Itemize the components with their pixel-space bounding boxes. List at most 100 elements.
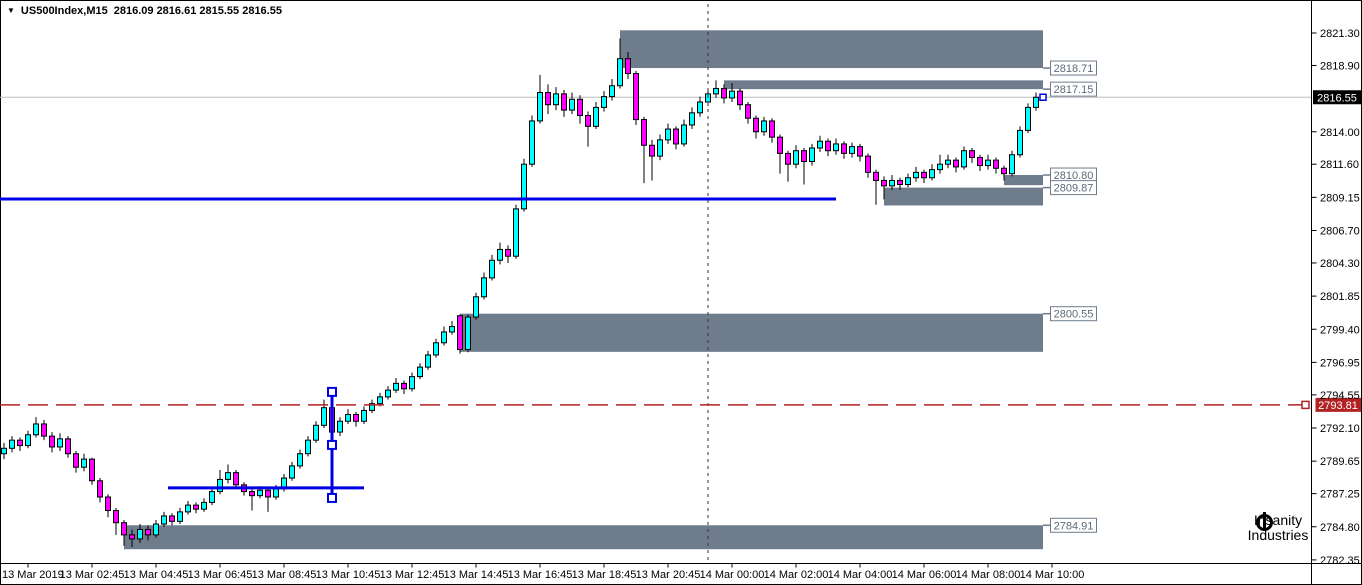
candle-body [1009,154,1015,175]
candle-body [809,147,815,163]
x-axis-label: 13 Mar 10:45 [316,569,381,581]
insanity-industries-logo-icon [1256,512,1273,531]
candle-body [145,528,151,536]
x-axis-label: 14 Mar 10:00 [1020,569,1085,581]
candle-body [489,259,495,279]
vertical-tool-anchor[interactable] [327,439,337,450]
y-axis-tick-label: 2811.60 [1320,159,1359,171]
x-axis-label: 13 Mar 06:45 [188,569,253,581]
candle-body [961,150,967,168]
candle-body [553,93,559,106]
vertical-tool-anchor[interactable] [327,492,337,503]
supply-demand-zone[interactable] [620,30,1043,69]
candle-body [905,177,911,186]
supply-demand-zone[interactable] [1004,175,1043,186]
candle-body [393,382,399,391]
zone-price-label-box[interactable] [1050,180,1097,196]
candle-body [641,119,647,146]
object-anchor[interactable] [1039,93,1047,102]
y-axis-tick-label: 2796.95 [1320,357,1360,369]
candle-body [129,534,135,540]
candle-body [273,488,279,498]
y-axis-tick-label: 2787.25 [1320,489,1360,501]
y-axis-tick-label: 2821.30 [1320,28,1360,40]
zone-price-label: 2784.91 [1054,520,1094,532]
candle-body [505,248,511,257]
candle-body [113,510,119,524]
candle-body [833,143,839,152]
candle-body [49,435,55,448]
candle-body [1025,106,1031,131]
candle-body [937,163,943,171]
y-axis-tick-label: 2782.35 [1320,555,1360,567]
candle-body [545,92,551,106]
candle-body [985,159,991,167]
zone-price-label-box[interactable] [1050,81,1097,97]
candle-body [137,528,143,540]
candle-body [785,152,791,165]
candle-body [993,159,999,169]
candle-body [745,104,751,119]
candle-body [761,120,767,133]
candle-body [193,504,199,510]
candle-body [201,501,207,510]
candle-body [585,115,591,127]
candle-body [769,120,775,138]
supply-demand-zone[interactable] [124,525,1043,550]
supply-demand-zone[interactable] [884,187,1043,206]
x-axis-label: 13 Mar 2019 [2,569,64,581]
zone-price-label: 2810.80 [1054,170,1094,182]
candle-body [497,248,503,261]
candle-body [601,96,607,108]
watermark-line2: Industries [1247,527,1309,543]
vertical-tool-anchor[interactable] [327,386,337,397]
candle-body [801,150,807,163]
candle-body [89,458,95,482]
candle-body [65,438,71,455]
candle-body [409,376,415,390]
candle-body [153,523,159,536]
y-axis-tick-label: 2814.00 [1320,127,1360,139]
x-axis-label: 13 Mar 02:45 [60,569,125,581]
zone-price-label-box[interactable] [1050,517,1097,533]
candle-body [713,87,719,95]
x-axis-label: 14 Mar 08:00 [956,569,1021,581]
candle-body [753,117,759,133]
candle-body [433,342,439,356]
candle-body [369,403,375,411]
candle-body [865,155,871,173]
candle-body [25,434,31,447]
candle-body [681,124,687,145]
candle-body [721,87,727,99]
candle-body [209,491,215,503]
candle-body [225,472,231,480]
candle-body [1,447,7,455]
supply-demand-zone[interactable] [460,313,1043,352]
x-axis-label: 14 Mar 00:00 [700,569,765,581]
candle-body [529,120,535,165]
x-axis-label: 13 Mar 04:45 [124,569,189,581]
pivot-line-anchor[interactable] [1301,400,1310,410]
candle-body [729,90,735,99]
zone-price-label-box[interactable] [1050,306,1097,322]
candle-body [73,453,79,468]
symbol-period-label: US500Index,M15 [20,5,108,17]
candle-body [777,136,783,154]
symbol-dropdown-icon[interactable]: ▼ [7,6,15,15]
candle-body [793,150,799,165]
candle-body [593,106,599,127]
candle-body [161,515,167,525]
candle-body [257,489,263,497]
candle-body [449,326,455,333]
candle-body [473,296,479,318]
supply-demand-zone[interactable] [724,80,1043,90]
candle-body [929,169,935,179]
zone-price-label-box[interactable] [1050,60,1097,76]
candle-body [217,478,223,493]
chart-title-bar: ▼ US500Index,M15 2816.09 2816.61 2815.55… [7,5,282,17]
candle-body [697,101,703,114]
x-axis-label: 13 Mar 12:45 [380,569,445,581]
pivot-price-label-box [1315,397,1361,412]
